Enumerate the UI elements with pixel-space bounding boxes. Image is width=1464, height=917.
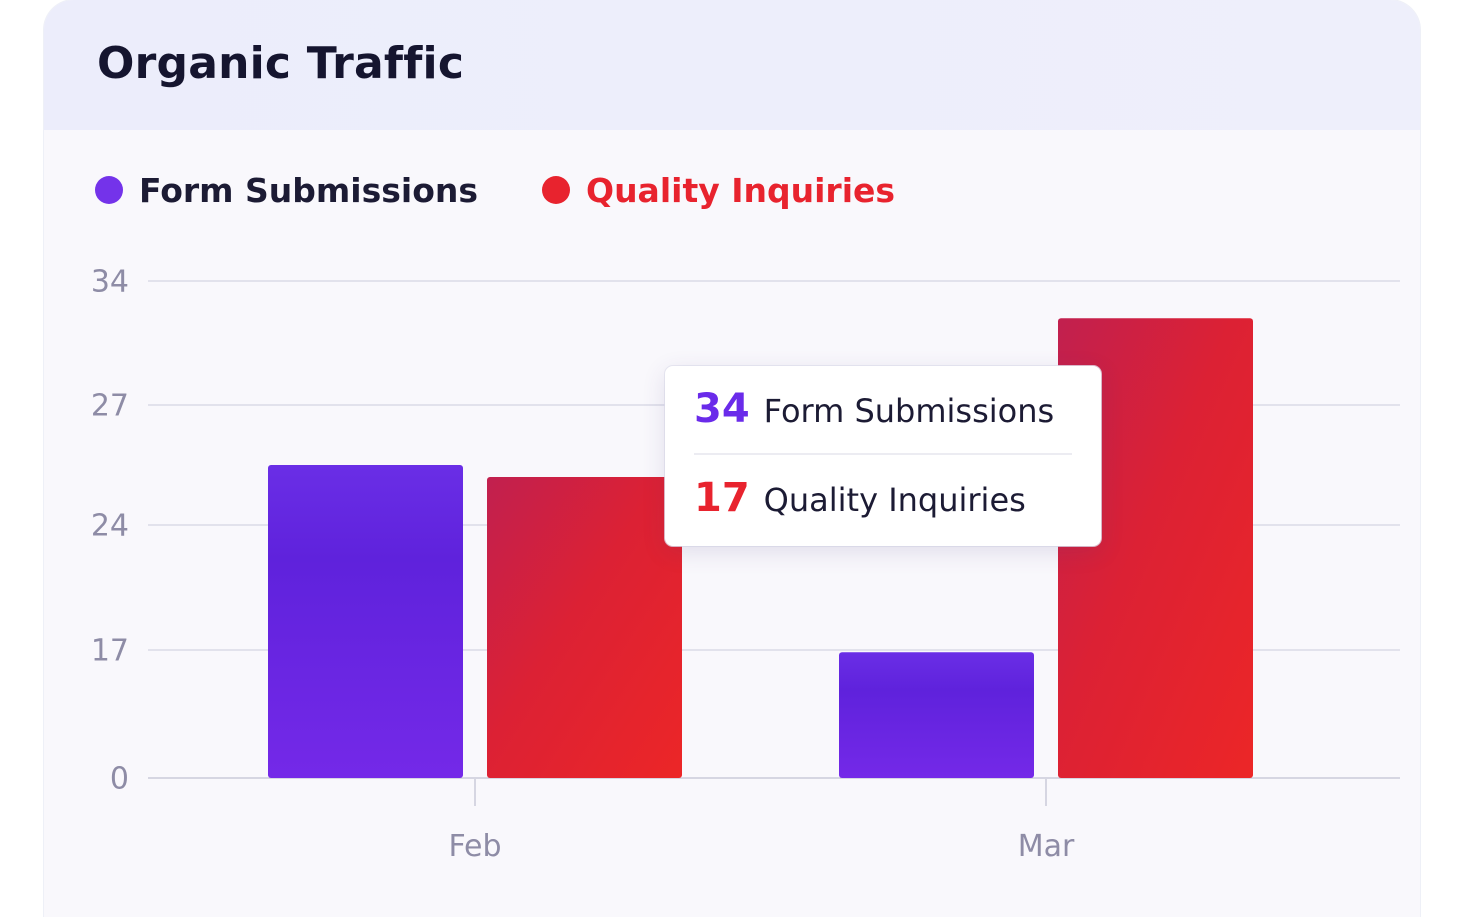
bar-form-submissions-mar[interactable]	[839, 652, 1034, 778]
legend-item-form-submissions[interactable]: Form Submissions	[95, 171, 478, 210]
tooltip-row-quality-inquiries: 17 Quality Inquiries	[694, 475, 1026, 521]
y-tick-label: 27	[91, 389, 129, 424]
legend-dot-icon	[95, 176, 123, 204]
chart-legend: Form Submissions Quality Inquiries	[95, 166, 959, 214]
legend-item-quality-inquiries[interactable]: Quality Inquiries	[542, 171, 895, 210]
tooltip-value: 34	[694, 386, 750, 432]
legend-label: Quality Inquiries	[586, 170, 896, 210]
card-title: Organic Traffic	[97, 38, 465, 89]
bar-quality-inquiries-mar[interactable]	[1058, 318, 1253, 778]
y-tick-label: 24	[91, 509, 129, 544]
bar-quality-inquiries-feb[interactable]	[487, 477, 682, 778]
y-tick-label: 17	[91, 634, 129, 669]
y-tick-label: 34	[91, 265, 129, 300]
x-tick-label: Feb	[448, 829, 501, 864]
tooltip-value: 17	[694, 475, 750, 521]
tooltip-row-form-submissions: 34 Form Submissions	[694, 386, 1054, 432]
legend-dot-icon	[542, 176, 571, 204]
bar-chart: 0 17 24 27 34 Feb Mar	[91, 265, 1400, 864]
x-tick-label: Mar	[1018, 829, 1075, 864]
legend-label: Form Submissions	[139, 170, 479, 210]
y-tick-label: 0	[110, 762, 129, 797]
chart-tooltip: 34 Form Submissions 17 Quality Inquiries	[665, 366, 1101, 546]
card-header: Organic Traffic	[44, 0, 1420, 130]
tooltip-label: Form Submissions	[763, 392, 1055, 430]
tooltip-divider	[694, 453, 1072, 455]
chart-card: Organic Traffic Form Submissions Quality…	[44, 0, 1420, 917]
tooltip-label: Quality Inquiries	[763, 481, 1026, 519]
bar-form-submissions-feb[interactable]	[268, 465, 463, 778]
